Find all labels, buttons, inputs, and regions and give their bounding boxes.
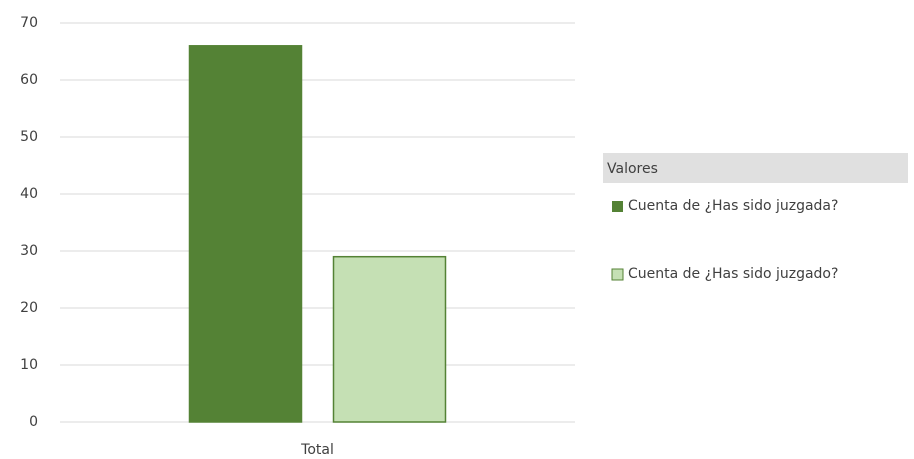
y-tick-label: 30 (20, 243, 38, 259)
legend-label: Cuenta de ¿Has sido juzgada? (628, 198, 838, 214)
legend-swatch (612, 201, 623, 212)
y-tick-label: 70 (20, 15, 38, 31)
y-tick-label: 0 (29, 414, 38, 430)
bar (188, 45, 303, 423)
y-tick-label: 40 (20, 186, 38, 202)
legend-title: Valores (607, 161, 658, 177)
legend-header-bg (603, 153, 908, 183)
legend-label: Cuenta de ¿Has sido juzgado? (628, 266, 838, 282)
y-tick-label: 10 (20, 357, 38, 373)
y-tick-label: 60 (20, 72, 38, 88)
legend-swatch (611, 268, 624, 281)
bar (332, 255, 447, 423)
x-tick-label: Total (300, 442, 334, 458)
y-tick-label: 50 (20, 129, 38, 145)
y-tick-label: 20 (20, 300, 38, 316)
